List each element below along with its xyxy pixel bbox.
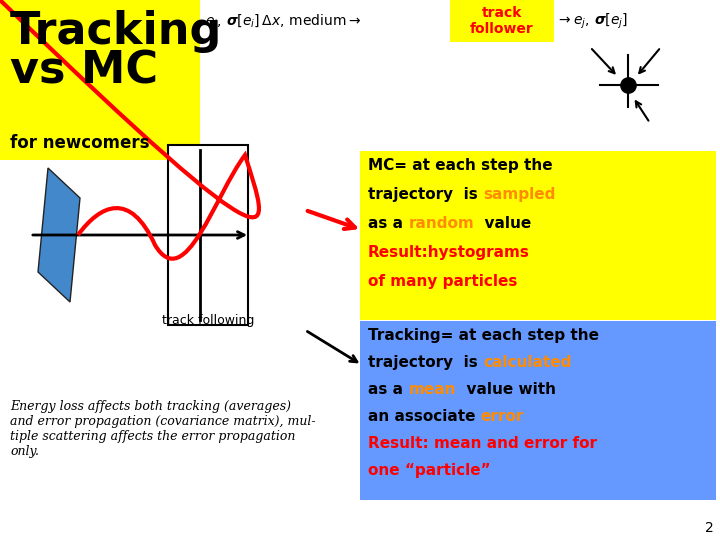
Text: calculated: calculated [483, 355, 572, 370]
Text: Result:hystograms: Result:hystograms [368, 245, 530, 260]
Text: as a: as a [368, 382, 408, 397]
Text: vs MC: vs MC [10, 50, 158, 93]
Text: track following: track following [162, 314, 254, 327]
Text: of many particles: of many particles [368, 274, 518, 289]
FancyBboxPatch shape [450, 0, 554, 42]
Polygon shape [168, 145, 248, 325]
Text: value: value [474, 216, 531, 231]
Text: 2: 2 [706, 521, 714, 535]
Text: Tracking: Tracking [10, 10, 222, 53]
Text: sampled: sampled [483, 187, 555, 202]
Text: value with: value with [456, 382, 556, 397]
FancyBboxPatch shape [360, 321, 716, 500]
Text: $\rightarrow e_j,\, \boldsymbol{\sigma}[e_j]$: $\rightarrow e_j,\, \boldsymbol{\sigma}[… [556, 12, 628, 31]
FancyBboxPatch shape [0, 0, 200, 160]
Text: for newcomers: for newcomers [10, 134, 150, 152]
Text: Tracking= at each step the: Tracking= at each step the [368, 328, 599, 343]
Polygon shape [38, 168, 80, 302]
Text: trajectory  is: trajectory is [368, 355, 483, 370]
Text: Energy loss affects both tracking (averages)
and error propagation (covariance m: Energy loss affects both tracking (avera… [10, 400, 315, 458]
Text: $e_i,\, \boldsymbol{\sigma}[e_i]\, \Delta x,\, \mathrm{medium} \rightarrow$: $e_i,\, \boldsymbol{\sigma}[e_i]\, \Delt… [205, 12, 361, 29]
Text: an associate: an associate [368, 409, 481, 424]
Text: mean: mean [408, 382, 456, 397]
Text: as a: as a [368, 216, 408, 231]
Text: Result: mean and error for: Result: mean and error for [368, 436, 597, 451]
FancyBboxPatch shape [360, 151, 716, 320]
Text: random: random [408, 216, 474, 231]
Text: trajectory  is: trajectory is [368, 187, 483, 202]
Text: MC= at each step the: MC= at each step the [368, 158, 553, 173]
Text: error: error [481, 409, 524, 424]
Text: track
follower: track follower [470, 6, 534, 36]
Text: one “particle”: one “particle” [368, 463, 490, 478]
